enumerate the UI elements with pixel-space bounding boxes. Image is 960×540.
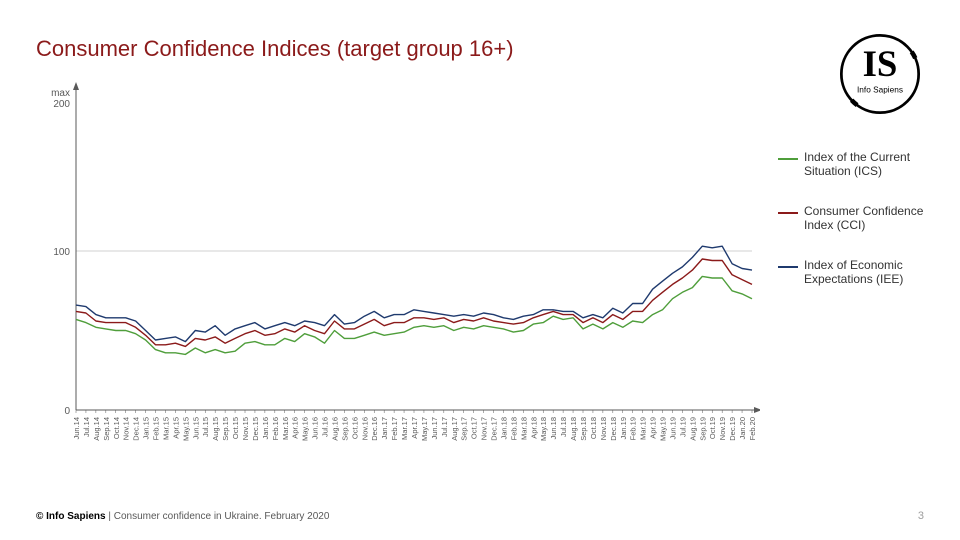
svg-text:Jan.15: Jan.15 bbox=[142, 417, 151, 440]
svg-text:Jun.17: Jun.17 bbox=[430, 417, 439, 440]
svg-text:Nov.14: Nov.14 bbox=[122, 417, 131, 440]
svg-text:Jul.17: Jul.17 bbox=[440, 417, 449, 437]
svg-text:May.19: May.19 bbox=[659, 417, 668, 441]
svg-text:Nov.19: Nov.19 bbox=[718, 417, 727, 440]
footer-caption: © Info Sapiens | Consumer confidence in … bbox=[36, 511, 329, 522]
legend-item-ics: Index of the Current Situation (ICS) bbox=[778, 150, 943, 178]
svg-text:Feb.18: Feb.18 bbox=[509, 417, 518, 440]
svg-text:Aug.15: Aug.15 bbox=[211, 417, 220, 441]
svg-text:Dec.17: Dec.17 bbox=[490, 417, 499, 441]
svg-text:Jun.14: Jun.14 bbox=[72, 417, 81, 440]
svg-text:max: max bbox=[51, 88, 70, 99]
svg-text:Mar.17: Mar.17 bbox=[400, 417, 409, 440]
svg-text:Mar.18: Mar.18 bbox=[519, 417, 528, 440]
svg-text:May.18: May.18 bbox=[539, 417, 548, 441]
svg-text:Jul.15: Jul.15 bbox=[201, 417, 210, 437]
logo-initials: IS bbox=[863, 43, 898, 84]
svg-text:Jul.14: Jul.14 bbox=[82, 417, 91, 437]
svg-text:Feb.19: Feb.19 bbox=[629, 417, 638, 440]
svg-text:May.15: May.15 bbox=[181, 417, 190, 441]
svg-text:0: 0 bbox=[64, 406, 70, 417]
svg-text:Oct.17: Oct.17 bbox=[470, 417, 479, 439]
svg-text:Jun.15: Jun.15 bbox=[191, 417, 200, 440]
svg-text:Nov.17: Nov.17 bbox=[480, 417, 489, 440]
svg-text:Apr.18: Apr.18 bbox=[529, 417, 538, 439]
svg-text:Apr.17: Apr.17 bbox=[410, 417, 419, 439]
svg-text:Oct.14: Oct.14 bbox=[112, 417, 121, 439]
svg-text:Aug.14: Aug.14 bbox=[92, 417, 101, 441]
svg-text:Aug.19: Aug.19 bbox=[688, 417, 697, 441]
svg-text:Oct.19: Oct.19 bbox=[708, 417, 717, 439]
svg-text:Jun.19: Jun.19 bbox=[668, 417, 677, 440]
svg-text:Sep.18: Sep.18 bbox=[579, 417, 588, 441]
svg-text:Aug.16: Aug.16 bbox=[330, 417, 339, 441]
svg-text:Apr.15: Apr.15 bbox=[171, 417, 180, 439]
svg-text:Jan.17: Jan.17 bbox=[380, 417, 389, 440]
svg-text:Sep.14: Sep.14 bbox=[102, 417, 111, 441]
svg-text:Oct.15: Oct.15 bbox=[231, 417, 240, 439]
legend-label: Index of the Current Situation (ICS) bbox=[804, 150, 943, 178]
svg-text:Jan.18: Jan.18 bbox=[499, 417, 508, 440]
legend-swatch-ics bbox=[778, 158, 798, 160]
svg-text:Feb.20: Feb.20 bbox=[748, 417, 757, 440]
footer-copyright: © Info Sapiens bbox=[36, 511, 106, 522]
svg-text:Jan.16: Jan.16 bbox=[261, 417, 270, 440]
svg-text:Oct.16: Oct.16 bbox=[350, 417, 359, 439]
logo-subtext: Info Sapiens bbox=[857, 85, 903, 94]
svg-text:Jan.19: Jan.19 bbox=[619, 417, 628, 440]
svg-text:May.17: May.17 bbox=[420, 417, 429, 441]
legend-swatch-iee bbox=[778, 266, 798, 268]
svg-text:Mar.16: Mar.16 bbox=[281, 417, 290, 440]
svg-text:Jul.18: Jul.18 bbox=[559, 417, 568, 437]
info-sapiens-logo: IS Info Sapiens bbox=[834, 28, 926, 120]
svg-text:Dec.19: Dec.19 bbox=[728, 417, 737, 441]
svg-text:200: 200 bbox=[53, 99, 70, 110]
svg-text:Sep.19: Sep.19 bbox=[698, 417, 707, 441]
legend-swatch-cci bbox=[778, 212, 798, 214]
svg-text:May.16: May.16 bbox=[301, 417, 310, 441]
svg-text:Dec.15: Dec.15 bbox=[251, 417, 260, 441]
svg-text:Mar.19: Mar.19 bbox=[639, 417, 648, 440]
svg-text:Jul.19: Jul.19 bbox=[678, 417, 687, 437]
svg-text:Nov.15: Nov.15 bbox=[241, 417, 250, 440]
svg-text:Jun.18: Jun.18 bbox=[549, 417, 558, 440]
svg-text:Dec.18: Dec.18 bbox=[609, 417, 618, 441]
chart-title: Consumer Confidence Indices (target grou… bbox=[36, 36, 514, 62]
svg-text:Jan.20: Jan.20 bbox=[738, 417, 747, 440]
footer-text: | Consumer confidence in Ukraine. Februa… bbox=[106, 511, 330, 522]
svg-text:Mar.15: Mar.15 bbox=[161, 417, 170, 440]
svg-text:Nov.16: Nov.16 bbox=[360, 417, 369, 440]
svg-text:Feb.16: Feb.16 bbox=[271, 417, 280, 440]
legend-label: Index of Economic Expectations (IEE) bbox=[804, 258, 943, 286]
svg-text:Jul.16: Jul.16 bbox=[321, 417, 330, 437]
svg-text:Sep.16: Sep.16 bbox=[340, 417, 349, 441]
line-chart: 0 100 max200 Jun.14Jul.14Aug.14Sep.14Oct.14… bbox=[40, 80, 760, 470]
legend-item-cci: Consumer Confidence Index (CCI) bbox=[778, 204, 943, 232]
page-number: 3 bbox=[918, 510, 924, 522]
svg-text:Nov.18: Nov.18 bbox=[599, 417, 608, 440]
svg-text:100: 100 bbox=[53, 247, 70, 258]
svg-text:Aug.17: Aug.17 bbox=[450, 417, 459, 441]
svg-text:Sep.17: Sep.17 bbox=[460, 417, 469, 441]
svg-text:Feb.15: Feb.15 bbox=[152, 417, 161, 440]
chart-legend: Index of the Current Situation (ICS) Con… bbox=[778, 150, 943, 312]
svg-text:Dec.14: Dec.14 bbox=[132, 417, 141, 441]
legend-label: Consumer Confidence Index (CCI) bbox=[804, 204, 943, 232]
svg-text:Apr.19: Apr.19 bbox=[649, 417, 658, 439]
svg-text:Sep.15: Sep.15 bbox=[221, 417, 230, 441]
svg-text:Oct.18: Oct.18 bbox=[589, 417, 598, 439]
svg-text:Feb.17: Feb.17 bbox=[390, 417, 399, 440]
svg-text:Jun.16: Jun.16 bbox=[311, 417, 320, 440]
legend-item-iee: Index of Economic Expectations (IEE) bbox=[778, 258, 943, 286]
svg-text:Aug.18: Aug.18 bbox=[569, 417, 578, 441]
svg-text:Dec.16: Dec.16 bbox=[370, 417, 379, 441]
svg-text:Apr.16: Apr.16 bbox=[291, 417, 300, 439]
